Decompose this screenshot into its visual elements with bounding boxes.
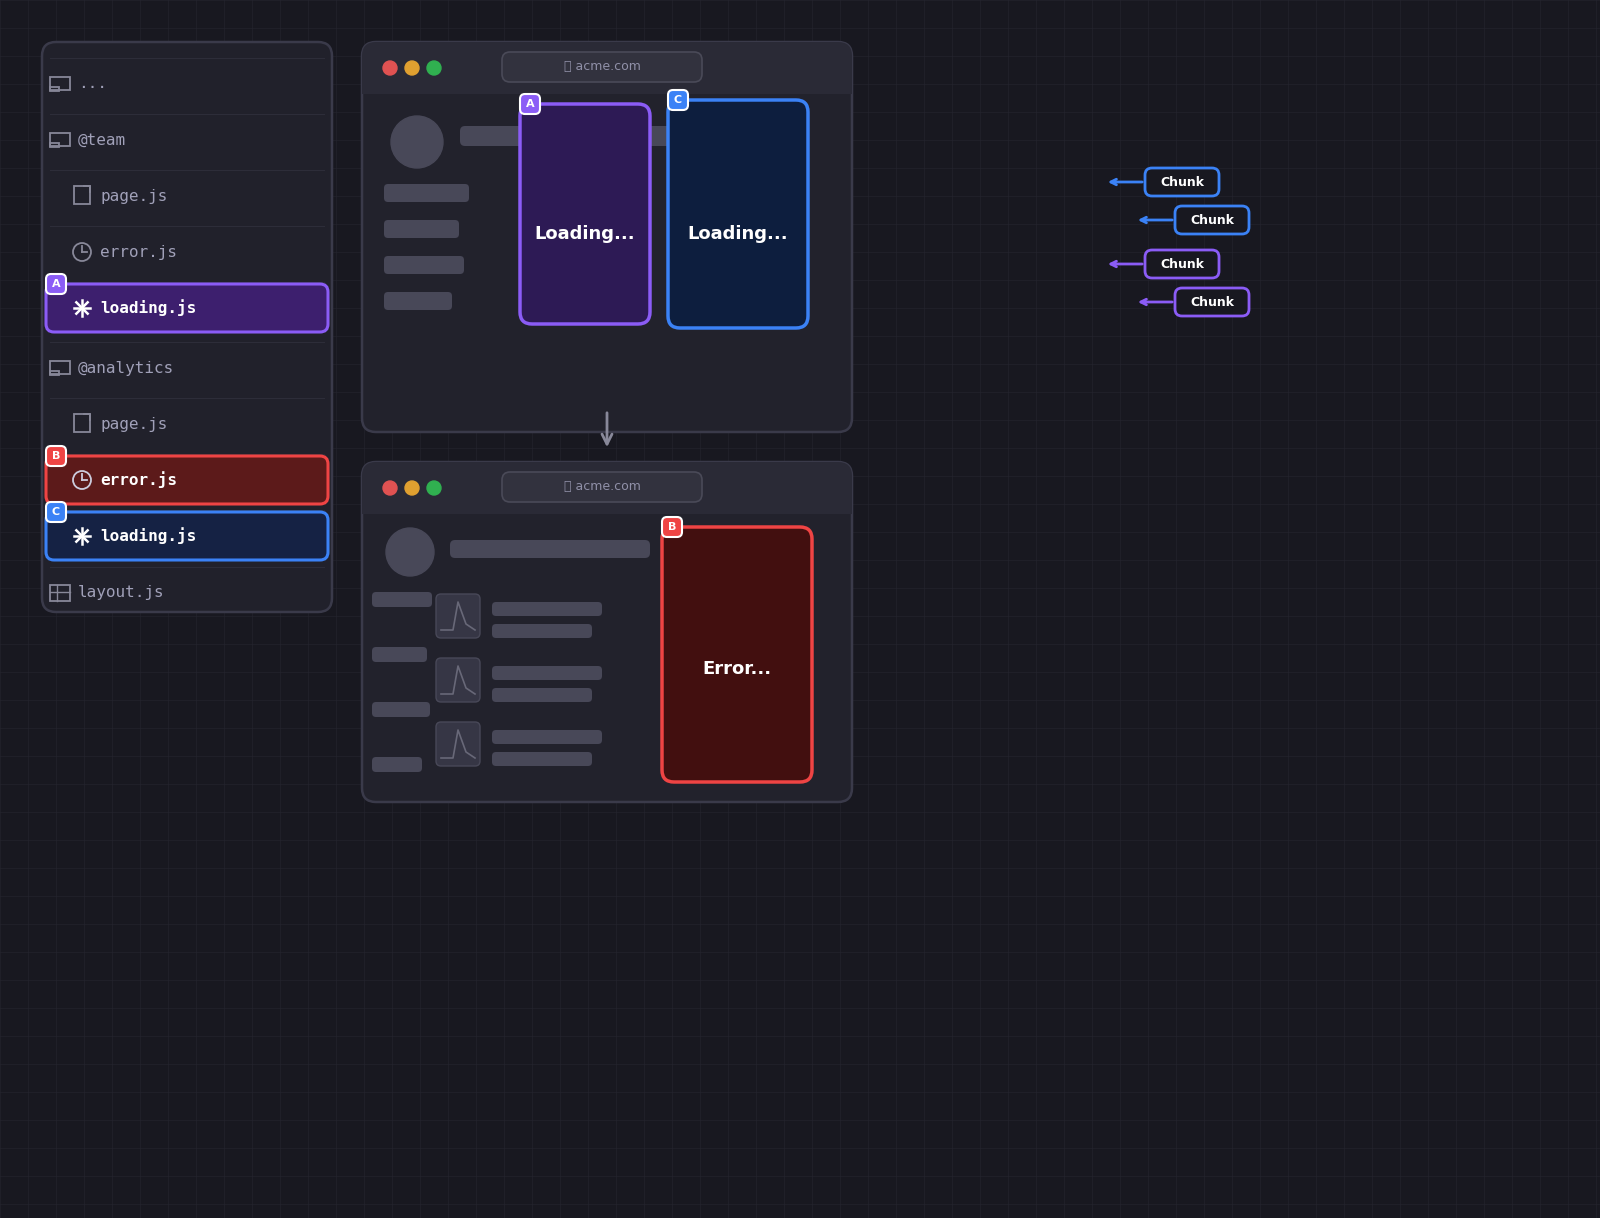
FancyBboxPatch shape (384, 220, 459, 238)
Text: page.js: page.js (99, 189, 168, 203)
FancyBboxPatch shape (371, 758, 422, 772)
Text: 🔒 acme.com: 🔒 acme.com (563, 61, 640, 73)
FancyBboxPatch shape (362, 462, 851, 514)
FancyBboxPatch shape (46, 274, 66, 294)
Text: Error...: Error... (702, 660, 771, 678)
FancyBboxPatch shape (384, 292, 453, 311)
FancyBboxPatch shape (46, 456, 328, 504)
FancyBboxPatch shape (371, 592, 432, 607)
FancyBboxPatch shape (1174, 287, 1250, 315)
FancyBboxPatch shape (493, 666, 602, 680)
FancyBboxPatch shape (362, 41, 851, 94)
Text: C: C (674, 95, 682, 105)
Text: layout.js: layout.js (78, 586, 165, 600)
Circle shape (390, 116, 443, 168)
Text: A: A (51, 279, 61, 289)
Text: B: B (667, 523, 677, 532)
Circle shape (386, 527, 434, 576)
Text: A: A (526, 99, 534, 108)
Circle shape (382, 61, 397, 76)
Text: Chunk: Chunk (1190, 213, 1234, 227)
FancyBboxPatch shape (46, 446, 66, 466)
Text: page.js: page.js (99, 417, 168, 431)
FancyBboxPatch shape (362, 462, 851, 801)
Text: @team: @team (78, 133, 126, 147)
Bar (362, 488, 851, 514)
FancyBboxPatch shape (520, 104, 650, 324)
FancyBboxPatch shape (493, 752, 592, 766)
FancyBboxPatch shape (435, 722, 480, 766)
FancyBboxPatch shape (493, 624, 592, 638)
FancyBboxPatch shape (520, 94, 541, 114)
Text: loading.js: loading.js (99, 527, 197, 544)
Text: Chunk: Chunk (1160, 257, 1205, 270)
FancyBboxPatch shape (502, 473, 702, 502)
FancyBboxPatch shape (669, 90, 688, 110)
FancyBboxPatch shape (1146, 250, 1219, 278)
Text: Loading...: Loading... (534, 225, 635, 244)
Text: loading.js: loading.js (99, 300, 197, 317)
Text: C: C (51, 507, 61, 516)
FancyBboxPatch shape (461, 125, 680, 146)
FancyBboxPatch shape (384, 256, 464, 274)
FancyBboxPatch shape (1174, 206, 1250, 234)
Bar (362, 68, 851, 94)
Circle shape (405, 481, 419, 495)
Text: 🔒 acme.com: 🔒 acme.com (563, 480, 640, 493)
Circle shape (405, 61, 419, 76)
FancyBboxPatch shape (662, 527, 813, 782)
Text: ...: ... (78, 77, 107, 91)
FancyBboxPatch shape (384, 184, 469, 202)
Text: error.js: error.js (99, 471, 178, 488)
FancyBboxPatch shape (1146, 168, 1219, 196)
FancyBboxPatch shape (42, 41, 333, 611)
FancyBboxPatch shape (46, 512, 328, 560)
FancyBboxPatch shape (662, 516, 682, 537)
Text: @analytics: @analytics (78, 361, 174, 375)
FancyBboxPatch shape (502, 52, 702, 82)
FancyBboxPatch shape (371, 647, 427, 663)
FancyBboxPatch shape (669, 100, 808, 328)
FancyBboxPatch shape (46, 502, 66, 523)
Text: B: B (51, 451, 61, 460)
Text: error.js: error.js (99, 245, 178, 259)
Circle shape (382, 481, 397, 495)
Circle shape (427, 61, 442, 76)
Text: Loading...: Loading... (688, 225, 789, 244)
Text: Chunk: Chunk (1190, 296, 1234, 308)
FancyBboxPatch shape (493, 602, 602, 616)
FancyBboxPatch shape (46, 284, 328, 333)
FancyBboxPatch shape (493, 688, 592, 702)
FancyBboxPatch shape (450, 540, 650, 558)
FancyBboxPatch shape (371, 702, 430, 717)
FancyBboxPatch shape (362, 41, 851, 432)
FancyBboxPatch shape (435, 594, 480, 638)
FancyBboxPatch shape (493, 730, 602, 744)
FancyBboxPatch shape (435, 658, 480, 702)
Circle shape (427, 481, 442, 495)
Text: Chunk: Chunk (1160, 175, 1205, 189)
